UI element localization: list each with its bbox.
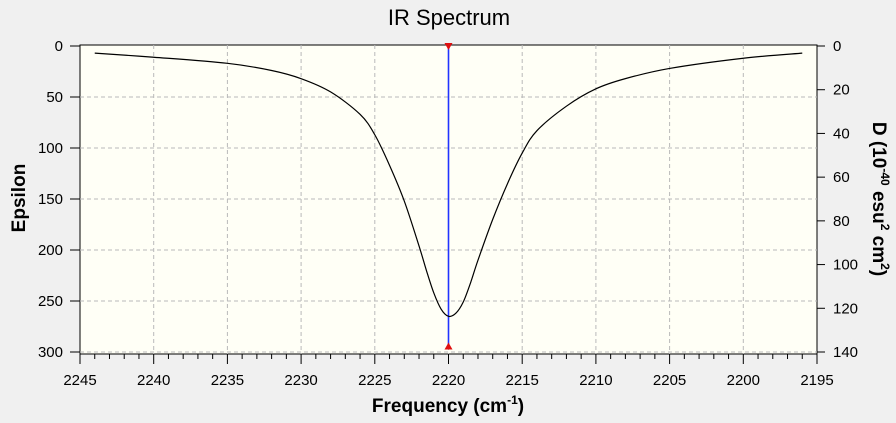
y2-tick-label: 120 (833, 300, 858, 317)
y-tick-label: 0 (55, 38, 63, 55)
y-tick-label: 50 (46, 89, 63, 106)
x-tick-label: 2230 (284, 372, 317, 389)
y2-tick-label: 0 (833, 38, 841, 55)
y2-tick-label: 100 (833, 257, 858, 274)
x-tick-label: 2235 (211, 372, 244, 389)
stick-bottom-marker (444, 342, 453, 350)
y-axis-label: Epsilon (9, 164, 30, 233)
spectrum-line (94, 52, 803, 318)
x-tick-label: 2210 (579, 372, 612, 389)
y-tick-label: 200 (38, 242, 63, 259)
stick-spectrum (444, 43, 453, 350)
y2-tick-label: 80 (833, 213, 850, 230)
x-tick-label: 2225 (358, 372, 391, 389)
y2-tick-label: 20 (833, 82, 850, 99)
chart-title: IR Spectrum (388, 5, 510, 30)
y2-tick-label: 40 (833, 125, 850, 142)
y-tick-label: 300 (38, 344, 63, 361)
stick-top-marker (444, 43, 453, 50)
x-tick-label: 2195 (800, 372, 833, 389)
grid (80, 45, 817, 354)
axes: 2245 2240 2235 2230 2225 2220 2215 2210 2205 2200… (38, 38, 858, 389)
spectrum-layer (94, 52, 803, 318)
x-tick-label: 2245 (63, 372, 96, 389)
y-tick-label: 150 (38, 191, 63, 208)
y-tick-label: 100 (38, 140, 63, 157)
y-tick-label: 250 (38, 293, 63, 310)
x-axis-label: Frequency (cm-1) (372, 393, 524, 417)
x-tick-label: 2215 (506, 372, 539, 389)
y2-axis-label: D (10-40 esu2 cm2) (868, 122, 892, 276)
y2-tick-label: 140 (833, 344, 858, 361)
x-tick-label: 2205 (653, 372, 686, 389)
y2-tick-label: 60 (833, 169, 850, 186)
x-tick-label: 2240 (137, 372, 170, 389)
x-tick-label: 2200 (727, 372, 760, 389)
x-tick-label: 2220 (432, 372, 465, 389)
